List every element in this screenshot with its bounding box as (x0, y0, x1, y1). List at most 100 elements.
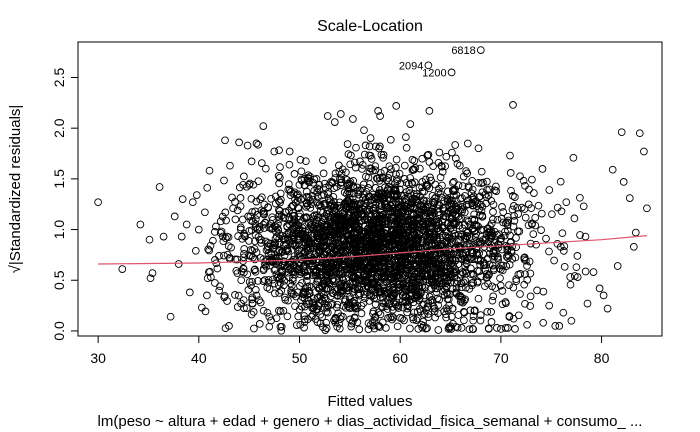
scatter-point (275, 215, 284, 224)
scatter-point (423, 256, 432, 265)
scatter-point (572, 263, 581, 272)
scatter-point (448, 148, 456, 157)
scatter-point (267, 194, 275, 203)
scatter-point (310, 294, 318, 303)
scatter-point (365, 297, 374, 305)
scatter-point (478, 213, 487, 221)
scatter-point (323, 308, 332, 317)
scatter-point (250, 266, 259, 274)
scatter-point (481, 266, 490, 275)
scatter-point (325, 269, 334, 277)
scatter-point (341, 218, 350, 227)
scatter-point (470, 210, 478, 219)
scatter-point (372, 232, 381, 241)
scatter-point (442, 304, 451, 313)
scatter-point (380, 256, 389, 264)
scatter-point (248, 277, 257, 286)
scatter-point (404, 216, 413, 225)
scatter-point (497, 325, 505, 333)
scatter-point (271, 234, 280, 243)
scatter-point (358, 165, 366, 173)
scatter-point (511, 325, 519, 333)
scatter-point (400, 175, 409, 183)
scatter-point (365, 151, 373, 160)
scatter-point (485, 228, 494, 237)
scatter-point (316, 271, 325, 280)
scatter-point (289, 268, 298, 277)
scatter-point (376, 252, 385, 260)
scatter-point (259, 220, 268, 229)
scatter-point (489, 200, 498, 209)
scatter-point (407, 199, 416, 208)
scatter-point (300, 318, 309, 326)
scatter-point (270, 266, 279, 275)
scatter-point (320, 212, 329, 221)
scatter-point (213, 264, 222, 273)
scatter-point (435, 226, 444, 234)
scatter-point (367, 285, 375, 294)
scatter-point (459, 269, 468, 278)
scatter-point (428, 207, 436, 216)
scatter-point (460, 316, 468, 325)
scatter-point (300, 254, 309, 262)
scatter-point (512, 275, 520, 284)
scatter-point (361, 258, 370, 266)
scatter-point (221, 136, 229, 145)
scatter-point (398, 314, 406, 323)
scatter-point (281, 261, 289, 270)
scatter-point (314, 246, 323, 255)
scatter-point (393, 214, 401, 223)
x-tick-label: 30 (90, 350, 106, 366)
scatter-point (289, 212, 297, 220)
scatter-point (418, 283, 427, 292)
scatter-point (509, 101, 517, 109)
scatter-point (235, 183, 244, 192)
scatter-point (476, 192, 484, 201)
scatter-point (374, 256, 383, 265)
scatter-point (485, 260, 494, 269)
scatter-point (247, 226, 256, 235)
scatter-point (484, 325, 493, 333)
scatter-point (320, 299, 329, 308)
scatter-point (324, 284, 332, 293)
scatter-point (378, 257, 387, 266)
scatter-point (436, 266, 445, 275)
scatter-point (366, 180, 374, 188)
scatter-point (464, 200, 473, 209)
scatter-point (413, 307, 422, 316)
scatter-point (357, 309, 366, 318)
scatter-point (265, 223, 274, 232)
scatter-point (259, 122, 268, 130)
scatter-point (345, 189, 354, 198)
scatter-point (447, 271, 456, 280)
scatter-point (537, 209, 546, 218)
scatter-point (553, 203, 562, 212)
scatter-point (470, 215, 479, 224)
scatter-point (433, 294, 442, 303)
scatter-point (474, 178, 483, 187)
scatter-point (308, 298, 317, 307)
scatter-point (384, 242, 393, 250)
scatter-point (351, 215, 359, 224)
scatter-point (409, 216, 418, 225)
scatter-point (288, 289, 296, 298)
scatter-point (425, 240, 433, 249)
scatter-point (477, 179, 486, 187)
scatter-point (481, 282, 489, 291)
scatter-point (489, 248, 497, 257)
scatter-point (333, 300, 342, 309)
scatter-point (576, 231, 584, 239)
scatter-point (423, 272, 431, 281)
scatter-point (231, 215, 240, 224)
scatter-point (345, 303, 354, 312)
scatter-point (476, 316, 485, 325)
scatter-point (406, 292, 415, 301)
scatter-point (517, 203, 526, 212)
scatter-point (387, 185, 395, 194)
scatter-point (442, 152, 451, 161)
scatter-point (436, 173, 445, 182)
scatter-point (425, 158, 434, 166)
scatter-point (403, 301, 412, 309)
scatter-point (384, 296, 392, 304)
scatter-point (560, 262, 569, 271)
